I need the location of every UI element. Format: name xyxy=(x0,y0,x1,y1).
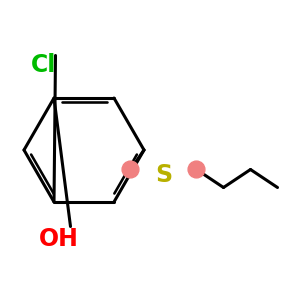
Text: Cl: Cl xyxy=(31,52,56,76)
Text: OH: OH xyxy=(39,226,78,250)
Text: S: S xyxy=(155,164,172,188)
Circle shape xyxy=(122,161,139,178)
Circle shape xyxy=(188,161,205,178)
